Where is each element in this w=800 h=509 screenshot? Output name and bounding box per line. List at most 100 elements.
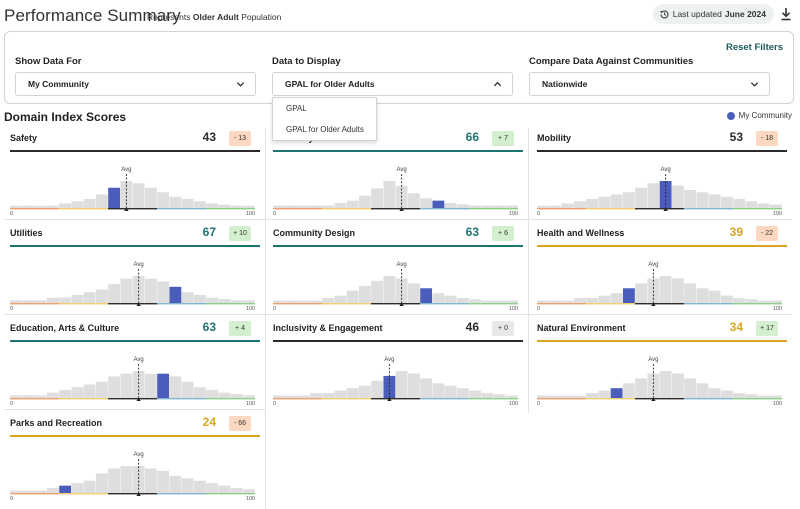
domain-card[interactable]: Safety 43 - 13 Avg 0 100 — [10, 129, 260, 219]
domain-card[interactable]: Health and Wellness 39 - 22 Avg 0 100 — [537, 224, 787, 314]
distribution-bar — [346, 290, 359, 303]
distribution-bar — [745, 394, 758, 398]
distribution-bar — [120, 373, 133, 398]
column-divider — [528, 128, 529, 413]
distribution-bar — [132, 371, 145, 398]
distribution-bar — [34, 395, 47, 398]
data-to-display-select[interactable]: GPAL for Older Adults — [272, 72, 513, 96]
distribution-bar — [469, 299, 482, 303]
score-delta-badge: - 66 — [229, 416, 251, 431]
distribution-bar — [218, 485, 231, 493]
dropdown-option-gpal-older-adults[interactable]: GPAL for Older Adults — [286, 125, 364, 134]
domain-card[interactable]: Parks and Recreation 24 - 66 Avg 0 100 — [10, 414, 260, 504]
average-marker — [651, 302, 656, 306]
distribution-chart: Avg 0 100 — [273, 167, 518, 217]
distribution-bar — [334, 203, 347, 208]
score-band — [420, 398, 469, 400]
distribution-bar — [206, 483, 219, 493]
score-band — [108, 493, 157, 495]
section-title: Domain Index Scores — [4, 110, 127, 124]
distribution-bar — [432, 383, 445, 398]
domain-card[interactable]: Utilities 67 + 10 Avg 0 100 — [10, 224, 260, 314]
distribution-bar — [456, 388, 469, 398]
show-data-for-select[interactable]: My Community — [15, 72, 256, 96]
distribution-bar — [144, 468, 157, 493]
distribution-bar — [132, 466, 145, 493]
distribution-bar — [371, 188, 384, 208]
legend-label: My Community — [738, 111, 792, 120]
community-bar — [610, 388, 623, 398]
distribution-bar — [132, 276, 145, 303]
axis-min-label: 0 — [273, 401, 276, 407]
distribution-chart: Avg 0 100 — [537, 357, 782, 407]
distribution-bar — [108, 468, 121, 493]
domain-card[interactable]: Inclusivity & Engagement 46 + 0 Avg 0 100 — [273, 319, 523, 409]
score-band — [586, 303, 635, 305]
distribution-bar — [59, 389, 72, 398]
distribution-bar — [157, 281, 170, 303]
distribution-bar — [230, 205, 243, 208]
distribution-bar — [598, 390, 611, 398]
distribution-bar — [407, 283, 420, 303]
distribution-bar — [708, 194, 721, 208]
distribution-bar — [157, 192, 170, 208]
distribution-bar — [659, 371, 672, 398]
distribution-bar — [549, 205, 562, 208]
distribution-bar — [549, 300, 562, 303]
chevron-down-icon — [236, 82, 245, 87]
distribution-bar — [505, 395, 518, 398]
score-band — [684, 303, 733, 305]
score-band — [157, 303, 206, 305]
compare-against-select[interactable]: Nationwide — [529, 72, 770, 96]
distribution-bar — [720, 196, 733, 208]
reset-filters-link[interactable]: Reset Filters — [725, 42, 783, 53]
avg-label: Avg — [134, 262, 144, 268]
distribution-bar — [309, 205, 322, 208]
community-bar — [432, 200, 445, 208]
avg-label: Avg — [397, 167, 407, 173]
domain-score: 34 — [729, 320, 743, 334]
distribution-bar — [108, 284, 121, 303]
community-bar — [59, 485, 72, 493]
domain-card[interactable]: Mobility 53 - 18 Avg 0 100 — [537, 129, 787, 219]
domain-card[interactable]: Education, Arts & Culture 63 + 4 Avg 0 100 — [10, 319, 260, 409]
distribution-bar — [83, 199, 96, 208]
distribution-chart: Avg 0 100 — [273, 357, 518, 407]
clock-icon — [659, 10, 669, 18]
dropdown-option-gpal[interactable]: GPAL — [286, 104, 307, 113]
axis-max-label: 100 — [773, 401, 782, 407]
chart-legend: My Community — [726, 111, 792, 120]
distribution-bar — [285, 205, 298, 208]
score-delta-badge: + 0 — [492, 321, 514, 336]
distribution-bar — [610, 293, 623, 303]
distribution-bar — [684, 283, 697, 303]
score-band — [322, 303, 371, 305]
domain-card[interactable]: Community Design 63 + 6 Avg 0 100 — [273, 224, 523, 314]
score-band — [684, 398, 733, 400]
distribution-bar — [169, 196, 182, 208]
score-band — [537, 398, 586, 400]
distribution-bar — [334, 295, 347, 303]
distribution-bar — [358, 385, 371, 398]
axis-max-label: 100 — [509, 211, 518, 217]
distribution-bar — [309, 393, 322, 398]
distribution-bar — [481, 205, 494, 208]
distribution-bar — [230, 300, 243, 303]
score-band — [273, 208, 322, 210]
score-band — [469, 398, 518, 400]
distribution-bar — [59, 297, 72, 303]
score-band — [635, 398, 684, 400]
distribution-bar — [684, 378, 697, 398]
domain-card[interactable]: Natural Environment 34 + 17 Avg 0 100 — [537, 319, 787, 409]
distribution-bar — [46, 392, 59, 398]
distribution-bar — [297, 205, 310, 208]
distribution-bar — [46, 297, 59, 303]
score-band — [59, 303, 108, 305]
distribution-bar — [371, 380, 384, 398]
score-band — [469, 303, 518, 305]
score-band — [108, 398, 157, 400]
distribution-bar — [358, 195, 371, 208]
average-marker — [399, 207, 404, 211]
download-icon[interactable] — [780, 7, 792, 21]
